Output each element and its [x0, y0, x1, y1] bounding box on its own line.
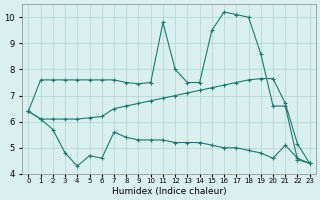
X-axis label: Humidex (Indice chaleur): Humidex (Indice chaleur) — [112, 187, 226, 196]
